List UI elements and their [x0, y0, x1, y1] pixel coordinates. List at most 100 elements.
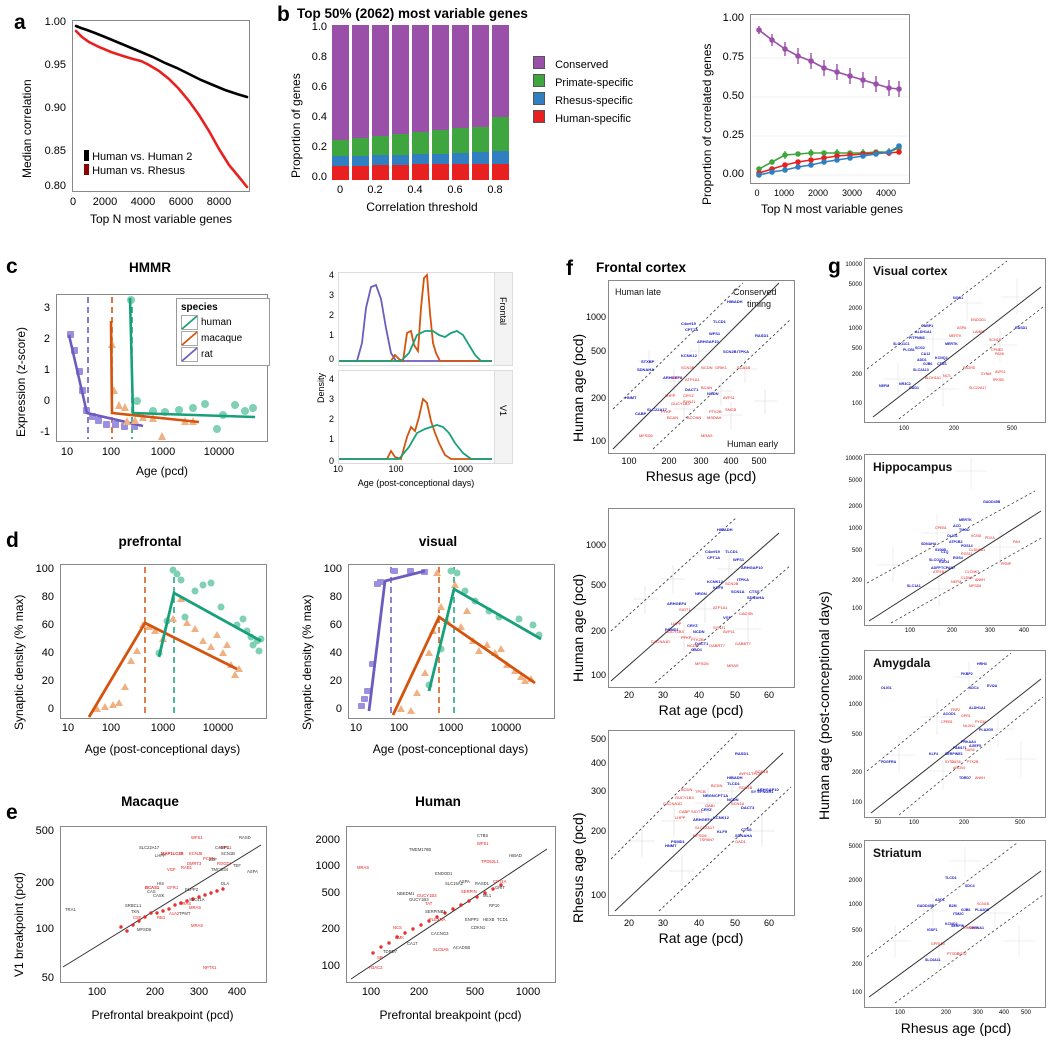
svg-text:LAMP2: LAMP2 [973, 330, 985, 334]
panel-b-ytick-5: 0.0 [311, 171, 327, 183]
svg-text:H3AC3: H3AC3 [369, 965, 383, 970]
svg-text:CADSB: CADSB [739, 611, 753, 616]
svg-text:PLA2G5: PLA2G5 [979, 728, 993, 732]
panel-a-legend-item-0: Human vs. Human 2 [84, 150, 192, 163]
svg-text:PLA2G5: PLA2G5 [975, 908, 989, 912]
svg-text:NR3C2: NR3C2 [899, 382, 911, 386]
svg-text:MFSD6: MFSD6 [639, 433, 653, 438]
panel-b-legend-label-2: Rhesus-specific [555, 95, 633, 107]
svg-text:LHPP: LHPP [665, 393, 676, 398]
panel-f-mid-ytick-0: 1000 [585, 540, 606, 550]
panel-e-right-title: Human [415, 794, 461, 809]
svg-text:PGS14: PGS14 [961, 544, 973, 548]
svg-text:CPEB1: CPEB1 [935, 526, 947, 530]
g2-ytick-4: 500 [851, 548, 862, 554]
g4-ytick-5: 100 [851, 990, 862, 996]
panel-d-left-xtick-3: 10000 [202, 722, 234, 734]
svg-text:ELPP2: ELPP2 [185, 887, 199, 892]
svg-text:ATP1A1: ATP1A1 [685, 377, 700, 382]
g4-ytick-3: 500 [851, 928, 862, 934]
panel-c-legend-item-2: rat [181, 347, 265, 362]
svg-text:MRAS: MRAS [357, 865, 369, 870]
panel-b-legend-item-3: Human-specific [533, 110, 633, 125]
svg-text:ALDH1A1: ALDH1A1 [969, 706, 986, 710]
legend-swatch-darkred [84, 164, 89, 175]
g2-xtick-3: 400 [1018, 628, 1029, 634]
panel-a-ytick-1: 0.95 [44, 59, 66, 71]
panel-b-legend: Conserved Primate-specific Rhesus-specif… [533, 56, 633, 125]
svg-text:PRNP: PRNP [1001, 562, 1012, 566]
panel-e-right-ytick-4: 100 [321, 960, 340, 972]
svg-text:SLC15A2: SLC15A2 [445, 881, 464, 886]
panel-d-right-fit-human [427, 586, 542, 692]
panel-f-mid-genelabels-red: SCN2B SIOT1 ATP1A1 LHPP GUCY1B3 SYNJ1 AVP11 C… [651, 581, 753, 668]
panel-f-bot-ytick-1: 400 [590, 758, 606, 768]
panel-a-xtick-4: 8000 [206, 196, 232, 208]
panel-d-right-fit-macaque [391, 614, 536, 716]
svg-text:TMCO34: TMCO34 [211, 867, 229, 872]
svg-text:CPEB1: CPEB1 [941, 720, 953, 724]
panel-b-legend-label-3: Human-specific [555, 113, 631, 125]
panel-b-right-ylabel: Proportion of correlated genes [700, 43, 714, 205]
g4-plot: Striatum TLCD1 SDC4 ADD1 GADD45B B2M GJB6 IT… [864, 840, 1046, 1008]
g3-title: Amygdala [873, 656, 931, 670]
panel-c-legend-item-1: macaque [181, 331, 265, 346]
svg-text:MFSD6: MFSD6 [693, 833, 707, 838]
panel-f-top-xtick-4: 500 [751, 456, 767, 466]
legend-key-rat [181, 347, 198, 362]
panel-e-right-ytick-0: 2000 [315, 834, 340, 846]
panel-b-legend-item-2: Rhesus-specific [533, 92, 633, 107]
svg-text:GJB6: GJB6 [961, 908, 970, 912]
panel-d-right-plot [348, 564, 555, 719]
g2-xtick-1: 200 [946, 628, 957, 634]
svg-text:C4orf19: C4orf19 [681, 321, 697, 326]
g2-ytick-3: 1000 [848, 526, 862, 532]
g4-xtick-1: 200 [940, 1010, 951, 1016]
svg-text:CTSS: CTSS [749, 589, 760, 594]
panel-d-left-plot [60, 564, 267, 719]
svg-text:TKN: TKN [131, 909, 139, 914]
svg-text:PAX6: PAX6 [995, 352, 1004, 356]
svg-text:NRGN: NRGN [703, 793, 715, 798]
panel-a-letter: a [14, 11, 26, 34]
panel-a-xlabel: Top N most variable genes [89, 212, 233, 226]
panel-d-left: d prefrontal Synaptic density (% max) 10… [0, 530, 290, 790]
svg-text:MRAS: MRAS [701, 433, 713, 438]
svg-text:GABI: GABI [705, 803, 715, 808]
panel-e-right-xtick-2: 500 [465, 986, 485, 998]
svg-text:ATP1B1: ATP1B1 [933, 570, 946, 574]
svg-text:A1A2: A1A2 [169, 911, 180, 916]
panel-a-legend-item-1: Human vs. Rhesus [84, 164, 192, 177]
panel-f-bot-ytick-3: 200 [590, 826, 606, 836]
density-bot-ytick-3: 3 [328, 394, 334, 404]
panel-e-left: e Macaque V1 breakpoint (pcd) 500 200 10… [0, 792, 290, 1043]
g1-ytick-0: 10000 [845, 262, 862, 268]
svg-text:SLC1A1: SLC1A1 [907, 584, 921, 588]
panel-f-bot-ytick-4: 100 [590, 890, 606, 900]
svg-text:SLC6A11: SLC6A11 [925, 958, 941, 962]
panel-a-legend-label-0: Human vs. Human 2 [92, 151, 193, 163]
svg-text:KCND: KCND [971, 534, 982, 538]
svg-text:MERTK: MERTK [959, 518, 972, 522]
panel-e-left-xtick-2: 300 [189, 986, 209, 998]
svg-text:HRH3: HRH3 [977, 662, 987, 666]
panel-d-left-ytick-1: 80 [41, 591, 54, 603]
panel-d-left-ytick-2: 60 [41, 619, 54, 631]
panel-c-legend: species human macaque rat [176, 298, 270, 366]
panel-c-fit-macaque [109, 320, 200, 424]
svg-text:SLC22A17: SLC22A17 [695, 825, 715, 830]
panel-c-ytick-1: 2 [43, 333, 50, 345]
svg-text:HIBADH: HIBADH [717, 527, 733, 532]
svg-text:KLF9: KLF9 [713, 585, 724, 590]
svg-text:PTK2B: PTK2B [709, 409, 722, 414]
panel-a-legend-label-1: Human vs. Rhesus [92, 165, 185, 177]
panel-c-legend-title: species [181, 302, 218, 313]
panel-e-left-xtick-1: 200 [145, 986, 165, 998]
panel-c-xtick-0: 10 [60, 446, 74, 458]
density-bot-ytick-0: 0 [328, 456, 334, 466]
panel-f-top-genelabels-blue: HIBADH C4orf19 TLCD1 CPT1A WFS1 ARHGAP10 RAS… [625, 299, 769, 416]
panel-e-left-title: Macaque [121, 794, 179, 809]
panel-g-ylabel: Human age (post-conceptional days) [816, 591, 832, 820]
g2-title: Hippocampus [873, 460, 953, 474]
g4-ytick-4: 200 [851, 962, 862, 968]
